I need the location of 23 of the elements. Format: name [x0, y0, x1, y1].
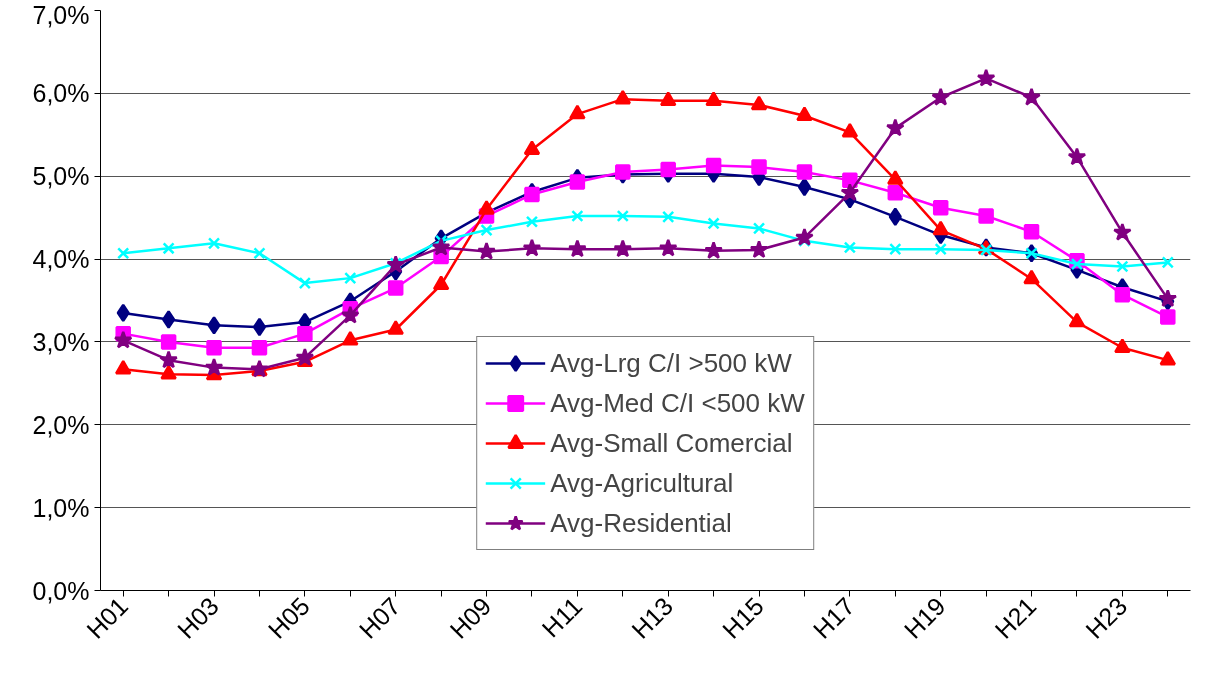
x-tick-label: H19 [898, 591, 951, 644]
legend-label: Avg-Agricultural [550, 466, 734, 500]
y-tick-label: 2,0% [32, 410, 90, 439]
x-tick-label: H21 [989, 591, 1042, 644]
x-tick-label: H09 [444, 591, 497, 644]
y-tick-label: 5,0% [32, 162, 90, 191]
x-tick-label: H11 [536, 591, 588, 643]
x-tick-label: H17 [807, 591, 860, 644]
y-tick-label: 4,0% [32, 245, 90, 274]
y-tick-label: 6,0% [32, 79, 90, 108]
x-tick-label: H05 [262, 591, 315, 644]
x-tick-label: H13 [625, 591, 679, 644]
y-tick-label: 1,0% [32, 493, 90, 522]
legend-label: Avg-Small Comercial [550, 426, 793, 460]
x-tick-label: H23 [1080, 591, 1133, 644]
legend-label: Avg-Med C/I <500 kW [550, 386, 805, 420]
x-tick-label: H15 [716, 591, 769, 644]
legend-label: Avg-Residential [550, 506, 732, 540]
y-tick-label: 7,0% [32, 0, 90, 29]
y-tick-label: 3,0% [32, 327, 90, 356]
x-tick-label: H03 [171, 591, 224, 644]
legend-label: Avg-Lrg C/I >500 kW [550, 346, 792, 380]
x-tick-label: H07 [353, 591, 406, 644]
